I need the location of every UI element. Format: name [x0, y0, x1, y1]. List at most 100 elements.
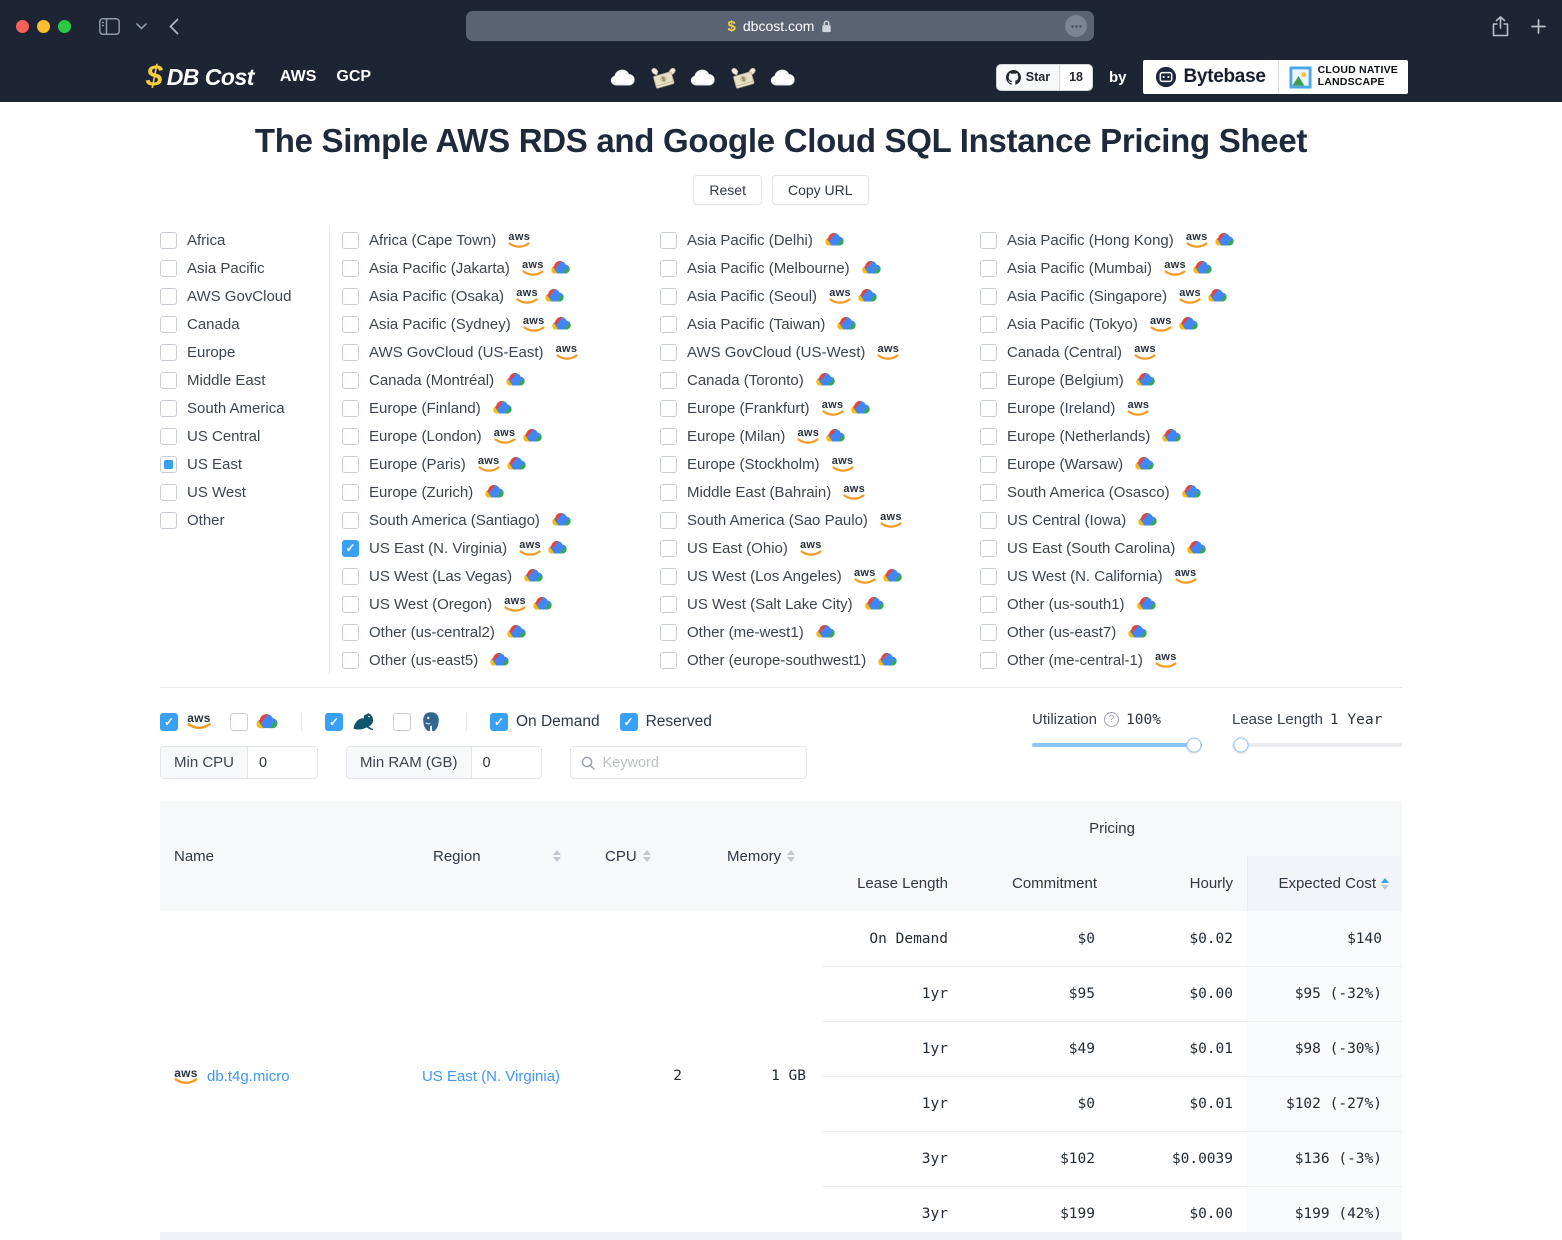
checkbox[interactable] [660, 539, 677, 557]
region-checkbox-item[interactable]: Asia Pacific (Jakarta) aws [342, 254, 660, 282]
region-checkbox-item[interactable]: Middle East [160, 366, 329, 394]
checkbox[interactable] [342, 231, 359, 249]
github-star-widget[interactable]: Star 18 [995, 63, 1093, 91]
sort-icon[interactable] [553, 850, 561, 862]
checkbox[interactable] [660, 427, 677, 445]
sort-icon[interactable] [642, 850, 651, 862]
utilization-track[interactable] [1032, 737, 1202, 753]
lease-length-track[interactable] [1232, 737, 1402, 753]
checkbox[interactable] [342, 595, 359, 613]
checkbox[interactable] [619, 712, 638, 731]
checkbox[interactable] [660, 343, 677, 361]
checkbox[interactable] [342, 259, 359, 277]
region-checkbox-item[interactable]: Middle East (Bahrain) aws [660, 478, 980, 506]
region-checkbox-item[interactable]: Europe (Netherlands) [980, 422, 1402, 450]
copy-url-button[interactable]: Copy URL [771, 175, 869, 205]
sort-icon-active[interactable] [1381, 877, 1389, 890]
region-checkbox-item[interactable]: South America (Sao Paulo) aws [660, 506, 980, 534]
checkbox[interactable] [660, 259, 677, 277]
checkbox[interactable] [980, 595, 997, 613]
checkbox[interactable] [660, 231, 677, 249]
region-checkbox-item[interactable]: South America (Santiago) [342, 506, 660, 534]
keyword-search[interactable] [569, 746, 807, 779]
region-checkbox-item[interactable]: Asia Pacific (Tokyo) aws [980, 310, 1402, 338]
region-checkbox-item[interactable]: AWS GovCloud (US-West) aws [660, 338, 980, 366]
instance-name-link[interactable]: db.t4g.micro [207, 1067, 290, 1085]
min-ram-input[interactable] [471, 747, 541, 778]
checkbox[interactable] [160, 259, 177, 277]
checkbox[interactable] [660, 651, 677, 669]
checkbox[interactable] [980, 231, 997, 249]
sort-icon[interactable] [787, 850, 796, 862]
checkbox[interactable] [660, 287, 677, 305]
region-checkbox-item[interactable]: Canada [160, 310, 329, 338]
region-checkbox-item[interactable]: US West (Oregon) aws [342, 590, 660, 618]
region-checkbox-item[interactable]: US East (Ohio) aws [660, 534, 980, 562]
region-checkbox-item[interactable]: US Central (Iowa) [980, 506, 1402, 534]
region-checkbox-item[interactable]: Other (me-central-1) aws [980, 646, 1402, 674]
back-button-icon[interactable] [169, 18, 179, 35]
region-checkbox-item[interactable]: US East (N. Virginia) aws [342, 534, 660, 562]
region-checkbox-item[interactable]: Asia Pacific (Taiwan) [660, 310, 980, 338]
new-tab-icon[interactable] [1531, 18, 1546, 34]
region-checkbox-item[interactable]: Europe [160, 338, 329, 366]
region-checkbox-item[interactable]: Other [160, 506, 329, 534]
region-checkbox-item[interactable]: US West (Salt Lake City) [660, 590, 980, 618]
checkbox[interactable] [160, 371, 177, 389]
checkbox[interactable] [342, 567, 359, 585]
checkbox[interactable] [342, 455, 359, 473]
checkbox[interactable] [980, 259, 997, 277]
close-window-button[interactable] [16, 19, 29, 33]
checkbox[interactable] [660, 315, 677, 333]
region-checkbox-item[interactable]: Europe (Stockholm) aws [660, 450, 980, 478]
region-checkbox-item[interactable]: Europe (Zurich) [342, 478, 660, 506]
column-header-memory[interactable]: Memory [697, 801, 822, 911]
bytebase-logo[interactable]: Bytebase [1143, 60, 1279, 94]
checkbox[interactable] [160, 455, 177, 473]
checkbox[interactable] [342, 315, 359, 333]
checkbox[interactable] [342, 427, 359, 445]
region-checkbox-item[interactable]: Europe (Milan) aws [660, 422, 980, 450]
min-cpu-input[interactable] [248, 747, 318, 778]
dbcost-logo[interactable]: $ DB Cost [146, 60, 254, 94]
checkbox[interactable] [980, 567, 997, 585]
checkbox[interactable] [980, 315, 997, 333]
zoom-window-button[interactable] [58, 19, 71, 33]
reset-button[interactable]: Reset [693, 175, 762, 205]
reserved-filter[interactable]: Reserved [619, 712, 712, 731]
help-icon[interactable]: ? [1104, 712, 1120, 727]
checkbox[interactable] [160, 399, 177, 417]
column-header-expected-cost[interactable]: Expected Cost [1247, 856, 1402, 911]
region-checkbox-item[interactable]: Africa [160, 226, 329, 254]
cloud-native-landscape-logo[interactable]: CLOUD NATIVE LANDSCAPE [1279, 60, 1408, 94]
checkbox[interactable] [980, 511, 997, 529]
region-checkbox-item[interactable]: Canada (Montréal) [342, 366, 660, 394]
checkbox[interactable] [342, 539, 359, 557]
checkbox[interactable] [160, 483, 177, 501]
region-checkbox-item[interactable]: Europe (Warsaw) [980, 450, 1402, 478]
region-checkbox-item[interactable]: Asia Pacific (Mumbai) aws [980, 254, 1402, 282]
region-checkbox-item[interactable]: Europe (Ireland) aws [980, 394, 1402, 422]
checkbox[interactable] [342, 343, 359, 361]
region-checkbox-item[interactable]: Asia Pacific (Hong Kong) aws [980, 226, 1402, 254]
lease-length-handle[interactable] [1233, 737, 1248, 753]
region-checkbox-item[interactable]: Other (us-east5) [342, 646, 660, 674]
region-checkbox-item[interactable]: Other (us-central2) [342, 618, 660, 646]
region-checkbox-item[interactable]: Europe (London) aws [342, 422, 660, 450]
checkbox[interactable] [660, 511, 677, 529]
sidebar-toggle-icon[interactable] [99, 17, 120, 35]
checkbox[interactable] [160, 287, 177, 305]
region-checkbox-item[interactable]: Other (us-east7) [980, 618, 1402, 646]
github-star-count[interactable]: 18 [1060, 63, 1093, 91]
instance-region-link[interactable]: US East (N. Virginia) [421, 1067, 561, 1085]
region-checkbox-item[interactable]: Asia Pacific (Melbourne) [660, 254, 980, 282]
checkbox[interactable] [160, 511, 177, 529]
region-checkbox-item[interactable]: Asia Pacific [160, 254, 329, 282]
region-checkbox-item[interactable]: Europe (Frankfurt) aws [660, 394, 980, 422]
postgres-engine-filter[interactable] [393, 710, 443, 734]
checkbox[interactable] [980, 651, 997, 669]
region-checkbox-item[interactable]: US East (South Carolina) [980, 534, 1402, 562]
region-checkbox-item[interactable]: South America [160, 394, 329, 422]
checkbox[interactable] [325, 712, 343, 731]
checkbox[interactable] [160, 427, 177, 445]
